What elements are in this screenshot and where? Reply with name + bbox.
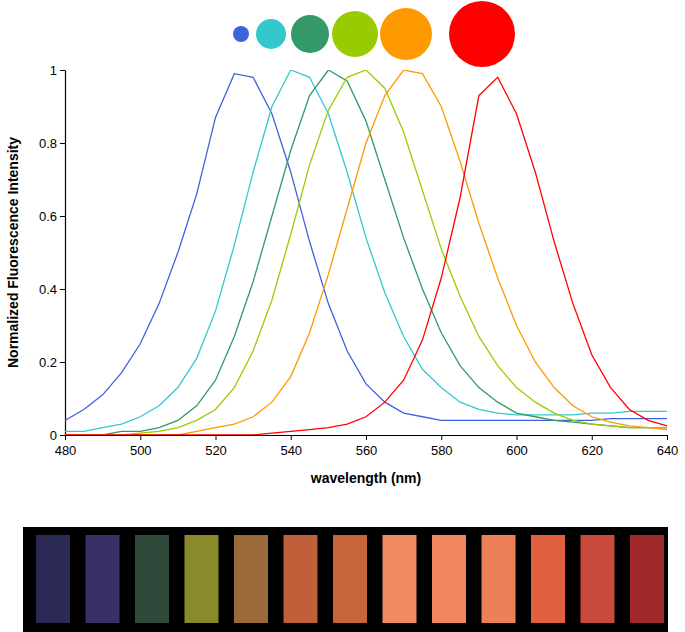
vial xyxy=(333,535,367,623)
x-tick-mark xyxy=(65,435,66,440)
chart: 480 500 520 540 560 580 600 620 640 0 0.2 0.4 0.6 0.8… xyxy=(0,0,685,632)
spectrum-line xyxy=(65,70,667,431)
x-tick: 540 xyxy=(280,435,302,458)
plot-area xyxy=(65,70,667,435)
x-tick-label: 540 xyxy=(280,443,302,458)
y-tick-label: 0.6 xyxy=(39,209,57,224)
x-tick-mark xyxy=(592,435,593,440)
y-tick-mark xyxy=(60,435,65,436)
y-tick-label: 0.8 xyxy=(39,136,57,151)
vial xyxy=(36,535,70,623)
vial xyxy=(482,535,516,623)
y-tick-label: 0.4 xyxy=(39,282,57,297)
vial xyxy=(86,535,120,623)
y-axis: 0 0.2 0.4 0.6 0.8 1 xyxy=(39,63,66,443)
vial xyxy=(432,535,466,623)
x-tick-label: 600 xyxy=(506,443,528,458)
x-tick-mark xyxy=(140,435,141,440)
x-axis: 480 500 520 540 560 580 600 620 640 xyxy=(55,435,679,458)
vial-photo xyxy=(23,527,668,632)
y-axis-line xyxy=(65,71,66,436)
x-tick: 520 xyxy=(205,435,227,458)
x-tick-mark xyxy=(366,435,367,440)
y-tick-mark xyxy=(60,362,65,363)
y-tick-mark xyxy=(60,216,65,217)
vial xyxy=(531,535,565,623)
x-tick-label: 520 xyxy=(205,443,227,458)
vial xyxy=(630,535,664,623)
x-tick-label: 620 xyxy=(581,443,603,458)
size-icon xyxy=(256,19,286,49)
spectrum-line xyxy=(65,70,667,435)
size-icon xyxy=(332,11,378,57)
vial xyxy=(135,535,169,623)
y-tick-label: 0 xyxy=(50,428,57,443)
spectrum-line xyxy=(65,70,667,435)
vial xyxy=(234,535,268,623)
y-tick: 1 xyxy=(50,63,65,78)
y-tick: 0.4 xyxy=(39,282,65,297)
x-tick: 600 xyxy=(506,435,528,458)
size-icon xyxy=(449,1,515,67)
photo-background xyxy=(23,527,668,632)
x-tick-mark xyxy=(441,435,442,440)
size-icons xyxy=(233,1,515,67)
size-icon xyxy=(380,8,432,60)
x-tick-label: 580 xyxy=(431,443,453,458)
x-axis-title: wavelength (nm) xyxy=(310,470,421,486)
y-tick-mark xyxy=(60,289,65,290)
y-axis-title: Normalized Fluorescence Intensity xyxy=(5,137,21,368)
vial xyxy=(284,535,318,623)
spectrum-line xyxy=(65,74,667,421)
x-tick-label: 500 xyxy=(130,443,152,458)
vial xyxy=(383,535,417,623)
x-tick-mark xyxy=(517,435,518,440)
x-tick-label: 640 xyxy=(657,443,679,458)
y-tick-mark xyxy=(60,143,65,144)
x-tick: 560 xyxy=(356,435,378,458)
x-tick: 640 xyxy=(657,435,679,458)
vial xyxy=(185,535,219,623)
y-tick-label: 0.2 xyxy=(39,355,57,370)
y-tick: 0.8 xyxy=(39,136,65,151)
vial xyxy=(581,535,615,623)
y-tick-label: 1 xyxy=(50,63,57,78)
size-icon xyxy=(233,26,249,42)
spectrum-line xyxy=(65,77,667,435)
x-tick-mark xyxy=(667,435,668,440)
x-tick: 580 xyxy=(431,435,453,458)
y-tick: 0.2 xyxy=(39,355,65,370)
x-tick: 480 xyxy=(55,435,77,458)
y-tick: 0 xyxy=(50,428,65,443)
x-tick: 620 xyxy=(581,435,603,458)
x-tick-mark xyxy=(216,435,217,440)
x-tick-label: 560 xyxy=(356,443,378,458)
y-tick: 0.6 xyxy=(39,209,65,224)
y-tick-mark xyxy=(60,70,65,71)
x-tick: 500 xyxy=(130,435,152,458)
spectrum-line xyxy=(65,70,667,435)
size-icon xyxy=(291,15,329,53)
x-tick-mark xyxy=(291,435,292,440)
x-tick-label: 480 xyxy=(55,443,77,458)
